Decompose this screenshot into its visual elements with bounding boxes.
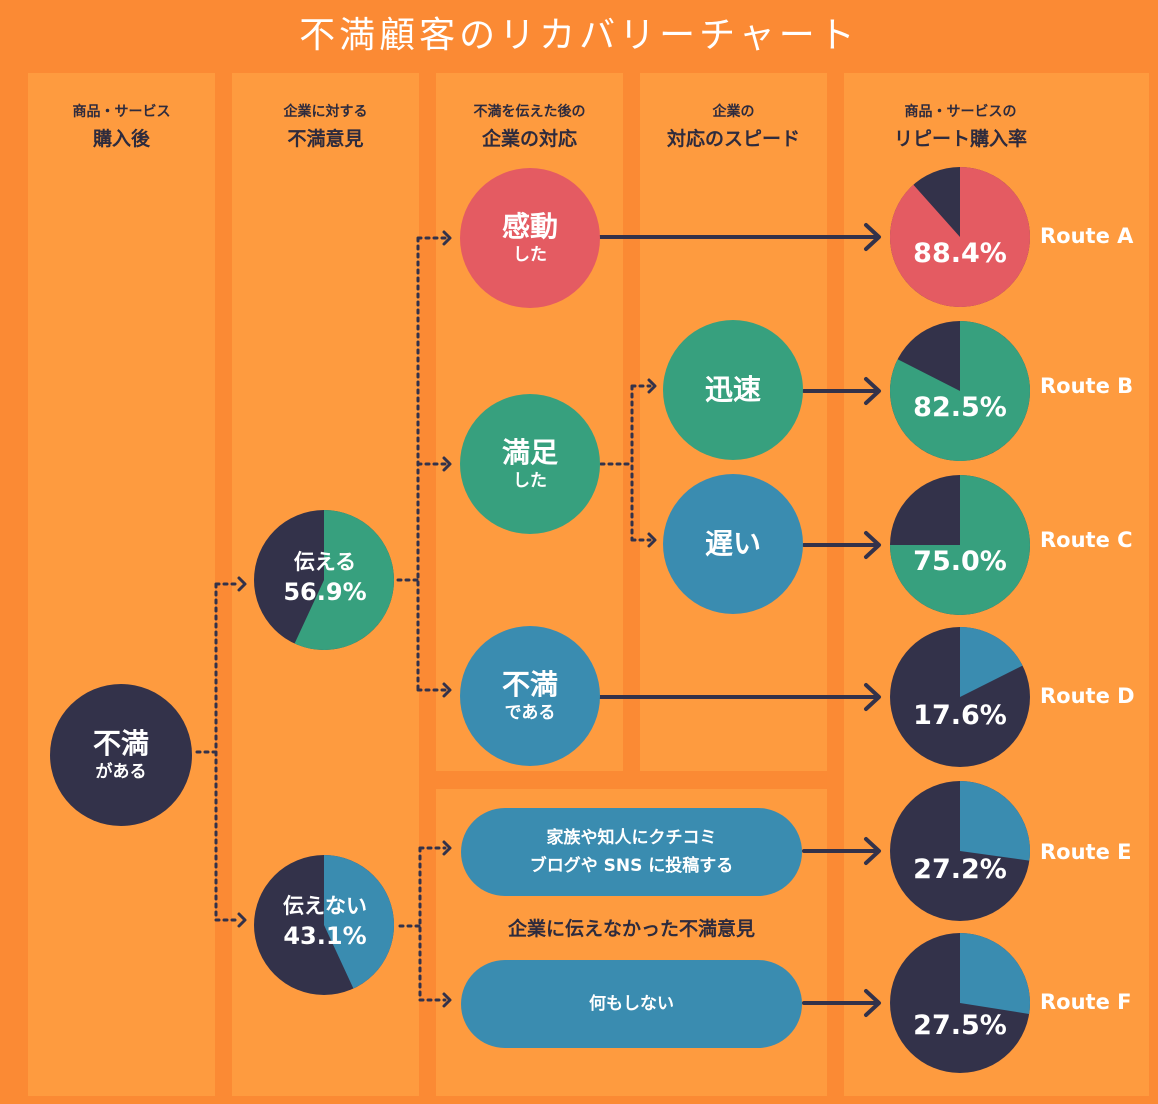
arrow-right-icon xyxy=(598,683,881,711)
column-after-purchase: 商品・サービス 購入後 xyxy=(28,73,215,1096)
node-subtitle: した xyxy=(513,471,547,491)
column-header: 企業の 対応のスピード xyxy=(640,73,827,151)
pill-line2: ブログや SNS に投稿する xyxy=(529,856,734,876)
column-header-line1: 不満を伝えた後の xyxy=(473,104,586,120)
pill-line1: 家族や知人にクチコミ xyxy=(546,828,717,848)
column-header-line1: 企業に対する xyxy=(283,104,368,120)
node-title: 満足 xyxy=(501,436,558,469)
route-e-percent: 27.2% xyxy=(913,854,1007,885)
column-header-line2: 不満意見 xyxy=(287,128,364,150)
column-header: 不満を伝えた後の 企業の対応 xyxy=(436,73,623,151)
node-satisfied: 満足 した xyxy=(460,394,600,534)
chevron-right-icon xyxy=(237,912,247,928)
node-subtitle: である xyxy=(504,703,556,723)
node-title: 遅い xyxy=(704,527,761,560)
pie-tell-label: 伝える 56.9% xyxy=(255,548,395,608)
pie-percent: 56.9% xyxy=(283,578,367,606)
route-a-label: Route A xyxy=(1040,224,1134,248)
route-c-percent: 75.0% xyxy=(913,546,1007,577)
column-header: 企業に対する 不満意見 xyxy=(232,73,419,151)
column-header-line1: 企業の xyxy=(712,104,755,120)
pill-line1: 何もしない xyxy=(589,994,674,1014)
dotted-connector xyxy=(599,384,652,542)
node-slow: 遅い xyxy=(663,474,803,614)
pie-label: 伝えない xyxy=(283,894,367,918)
route-f-percent: 27.5% xyxy=(913,1010,1007,1041)
node-title: 迅速 xyxy=(704,373,761,406)
arrow-right-icon xyxy=(802,837,881,865)
arrow-right-icon xyxy=(598,223,881,251)
column-header-line2: 企業の対応 xyxy=(481,128,577,150)
chevron-right-icon xyxy=(442,456,452,472)
pie-not-tell-label: 伝えない 43.1% xyxy=(255,892,395,952)
node-dissatisfied: 不満 である xyxy=(460,626,600,766)
column-header-line2: リピート購入率 xyxy=(893,128,1027,150)
chevron-right-icon xyxy=(442,992,452,1008)
chevron-right-icon xyxy=(647,378,657,394)
dotted-connector xyxy=(398,846,447,1002)
route-c-label: Route C xyxy=(1040,528,1133,552)
node-moved: 感動 した xyxy=(460,168,600,308)
column-header: 商品・サービス 購入後 xyxy=(28,73,215,151)
column-header-line2: 購入後 xyxy=(92,128,150,150)
node-fast: 迅速 xyxy=(663,320,803,460)
route-d-percent: 17.6% xyxy=(913,700,1007,731)
chevron-right-icon xyxy=(442,230,452,246)
route-d-label: Route D xyxy=(1040,684,1135,708)
route-b-label: Route B xyxy=(1040,374,1134,398)
node-subtitle: した xyxy=(513,245,547,265)
route-b-percent: 82.5% xyxy=(913,392,1007,423)
column-header-line1: 商品・サービスの xyxy=(904,104,1017,120)
pill-word-of-mouth: 家族や知人にクチコミ ブログや SNS に投稿する xyxy=(461,808,802,896)
node-subtitle: がある xyxy=(95,762,147,782)
arrow-right-icon xyxy=(802,377,881,405)
dotted-connector xyxy=(396,236,447,692)
node-title: 感動 xyxy=(501,210,558,243)
column-header: 商品・サービスの リピート購入率 xyxy=(844,73,1077,151)
node-title: 不満 xyxy=(501,668,558,701)
untold-caption: 企業に伝えなかった不満意見 xyxy=(507,918,755,940)
page-title: 不満顧客のリカバリーチャート xyxy=(299,15,859,56)
node-title: 不満 xyxy=(92,727,149,760)
chevron-right-icon xyxy=(647,532,657,548)
arrow-right-icon xyxy=(802,989,881,1017)
chevron-right-icon xyxy=(237,576,247,592)
column-header-line1: 商品・サービス xyxy=(72,104,171,120)
pie-label: 伝える xyxy=(293,550,357,574)
route-e-label: Route E xyxy=(1040,840,1132,864)
route-f-label: Route F xyxy=(1040,990,1132,1014)
chevron-right-icon xyxy=(442,682,452,698)
start-node-dissatisfied: 不満 がある xyxy=(50,684,192,826)
pill-do-nothing: 何もしない xyxy=(461,960,802,1048)
route-a-percent: 88.4% xyxy=(913,238,1007,269)
chevron-right-icon xyxy=(442,840,452,856)
arrow-right-icon xyxy=(802,531,881,559)
dotted-connector xyxy=(195,582,242,922)
column-header-line2: 対応のスピード xyxy=(666,128,800,150)
pie-percent: 43.1% xyxy=(283,922,367,950)
